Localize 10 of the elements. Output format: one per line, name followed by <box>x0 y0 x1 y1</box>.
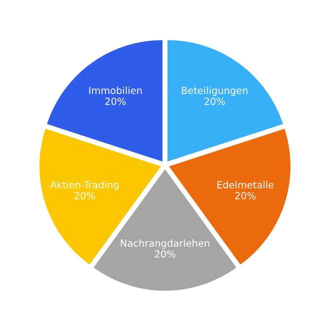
slice-label: Beteiligungen <box>182 86 248 96</box>
data-label: 20% <box>105 98 126 105</box>
slice-label: Nachrangdarlehen <box>120 239 210 249</box>
data-label: 20% <box>154 250 176 258</box>
data-label: 20% <box>74 192 95 200</box>
data-label: 20% <box>204 98 225 105</box>
slice-label: Edelmetalle <box>217 180 274 188</box>
slice-label: Immobilien <box>89 86 142 94</box>
slice-label: Aktien-Trading <box>50 180 118 190</box>
data-label: 20% <box>235 192 256 200</box>
